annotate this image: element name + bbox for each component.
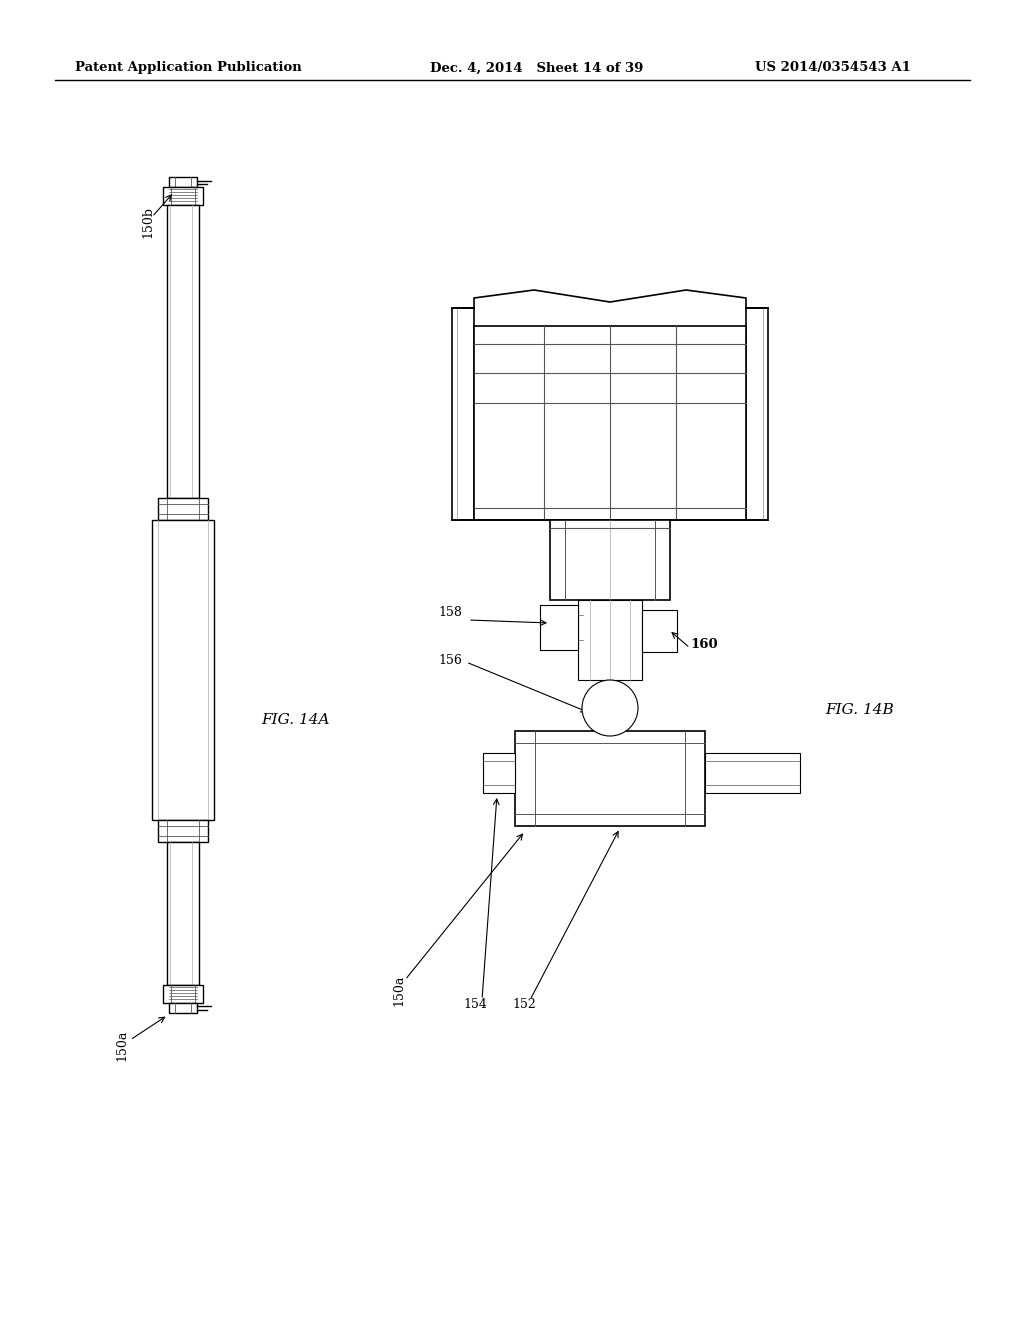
Bar [578, 601, 642, 680]
Bar [169, 177, 197, 187]
Text: 158: 158 [438, 606, 462, 619]
Text: 150a: 150a [116, 1030, 128, 1061]
Text: FIG. 14B: FIG. 14B [825, 704, 894, 717]
Bar [540, 605, 578, 649]
Bar [705, 752, 800, 793]
Bar [158, 498, 208, 520]
Bar [167, 842, 199, 985]
Text: FIG. 14A: FIG. 14A [261, 713, 330, 727]
Bar [163, 187, 203, 205]
Text: US 2014/0354543 A1: US 2014/0354543 A1 [755, 62, 911, 74]
Bar [163, 985, 203, 1003]
Text: 152: 152 [512, 998, 536, 1011]
Text: 150a: 150a [392, 974, 406, 1006]
Bar [483, 752, 515, 793]
Bar [169, 1003, 197, 1012]
Bar [474, 326, 746, 520]
Text: 160: 160 [690, 639, 718, 652]
Bar [452, 308, 474, 520]
Bar [550, 520, 670, 601]
Bar [746, 308, 768, 520]
Bar [642, 610, 677, 652]
Bar [167, 205, 199, 498]
Text: 150b: 150b [141, 206, 155, 238]
Text: Dec. 4, 2014   Sheet 14 of 39: Dec. 4, 2014 Sheet 14 of 39 [430, 62, 643, 74]
Text: 154: 154 [463, 998, 487, 1011]
Circle shape [582, 680, 638, 737]
Text: 156: 156 [438, 653, 462, 667]
Bar [158, 820, 208, 842]
Text: Patent Application Publication: Patent Application Publication [75, 62, 302, 74]
Bar [515, 731, 705, 826]
Bar [152, 520, 214, 820]
